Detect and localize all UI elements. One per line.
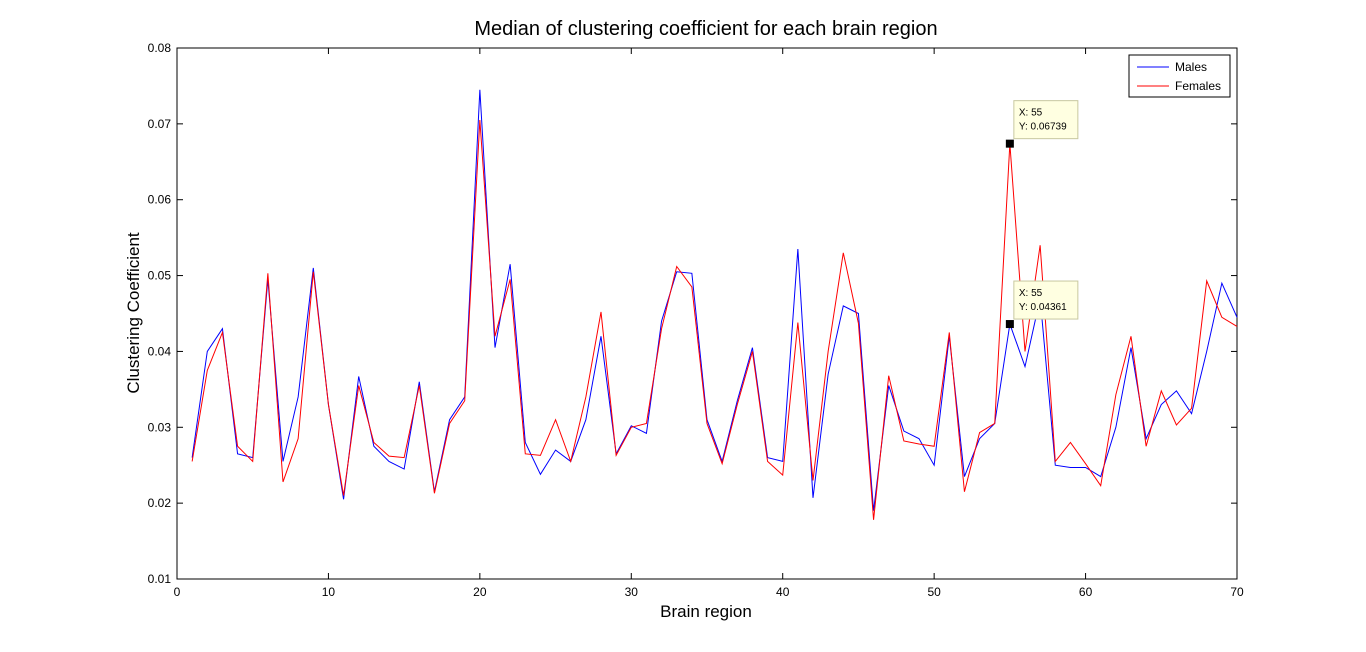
legend-label-males: Males xyxy=(1175,60,1207,74)
datatip-x-text: X: 55 xyxy=(1019,108,1043,119)
y-tick-label: 0.06 xyxy=(148,193,172,207)
datatip-y-text: Y: 0.04361 xyxy=(1019,302,1067,313)
datatip-box xyxy=(1013,100,1079,140)
x-tick-label: 0 xyxy=(174,585,181,599)
x-tick-label: 40 xyxy=(776,585,790,599)
datatip-marker[interactable] xyxy=(1005,320,1014,329)
datatip-box xyxy=(1013,280,1079,320)
chart-title: Median of clustering coefficient for eac… xyxy=(474,18,937,40)
series-line-females xyxy=(191,120,1238,520)
y-tick-label: 0.04 xyxy=(148,344,172,358)
x-tick-label: 10 xyxy=(322,585,336,599)
axis-ticks: 0 10 20 30 40 50 60 70 0.01 0.02 0.03 0.04 0.05 0.06 0… xyxy=(148,41,1244,599)
legend-label-females: Females xyxy=(1175,79,1221,93)
y-tick-label: 0.01 xyxy=(148,572,172,586)
y-tick-label: 0.07 xyxy=(148,117,172,131)
x-tick-label: 30 xyxy=(625,585,639,599)
y-tick-label: 0.05 xyxy=(148,269,172,283)
x-tick-label: 60 xyxy=(1079,585,1093,599)
datatip-marker[interactable] xyxy=(1005,139,1014,148)
datatip-y-text: Y: 0.06739 xyxy=(1019,122,1067,133)
y-tick-label: 0.08 xyxy=(148,41,172,55)
x-tick-label: 70 xyxy=(1230,585,1244,599)
series-line-males xyxy=(191,89,1238,511)
legend-box xyxy=(1128,54,1231,98)
y-axis-label: Clustering Coefficient xyxy=(124,232,143,394)
x-axis-label: Brain region xyxy=(660,602,752,621)
datatips: X: 55 Y: 0.06739 X: 55 Y: 0.04361 xyxy=(1005,100,1079,329)
y-tick-label: 0.02 xyxy=(148,496,172,510)
x-tick-label: 20 xyxy=(473,585,487,599)
series-lines xyxy=(191,89,1238,520)
legend: Males Females xyxy=(1128,54,1231,98)
y-tick-label: 0.03 xyxy=(148,420,172,434)
x-tick-label: 50 xyxy=(927,585,941,599)
datatip-x-text: X: 55 xyxy=(1019,288,1043,299)
